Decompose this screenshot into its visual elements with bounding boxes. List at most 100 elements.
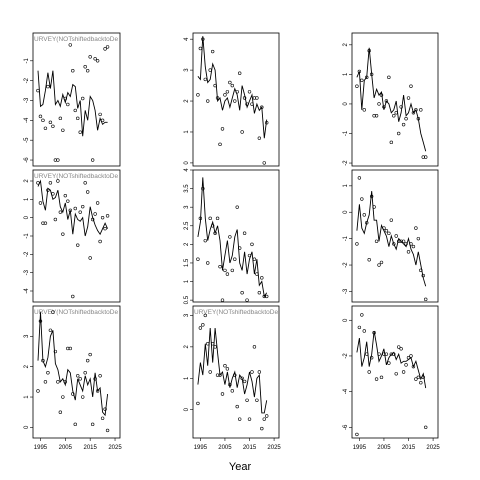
data-point (384, 229, 389, 233)
data-point (220, 392, 225, 396)
data-point (76, 243, 80, 247)
data-point (85, 69, 90, 73)
data-point (242, 231, 247, 235)
plot-frame (32, 305, 121, 439)
series-line (356, 191, 427, 287)
data-point (406, 250, 411, 254)
data-point (414, 226, 418, 230)
data-point (419, 108, 423, 112)
y-tick-label: -2 (24, 77, 30, 83)
data-point (416, 375, 421, 380)
y-tick-label: 1 (184, 130, 190, 134)
data-point (103, 226, 107, 231)
data-point (409, 354, 413, 358)
data-point (71, 69, 75, 73)
data-point (365, 75, 369, 80)
data-point (51, 192, 55, 196)
data-point (213, 231, 217, 235)
data-point (223, 268, 227, 273)
data-point (196, 257, 200, 261)
data-point (355, 84, 359, 88)
data-point (46, 188, 50, 192)
x-tick-label: 1995 (353, 445, 367, 451)
data-point (252, 96, 257, 100)
data-point (265, 414, 269, 418)
data-point (362, 329, 366, 333)
y-tick-label: 2 (24, 364, 30, 368)
data-point (377, 352, 381, 356)
data-point (255, 398, 259, 402)
y-tick-label: -4 (343, 388, 349, 394)
data-point (250, 102, 254, 106)
data-point (365, 221, 369, 225)
data-point (51, 124, 55, 128)
data-point (357, 176, 362, 180)
data-point (409, 84, 413, 88)
data-point (233, 257, 237, 261)
data-point (218, 373, 222, 377)
data-point (43, 380, 48, 384)
data-point (355, 432, 359, 437)
data-point (401, 122, 406, 127)
data-point (360, 313, 364, 317)
data-point (103, 407, 107, 411)
data-point (225, 367, 230, 371)
data-point (73, 206, 77, 211)
data-point (38, 319, 43, 323)
data-point (206, 261, 210, 265)
data-point (374, 377, 379, 381)
data-point (93, 57, 97, 61)
y-tick-label: 3 (184, 68, 190, 72)
data-point (48, 181, 53, 185)
plot-frame (32, 32, 121, 167)
plot-frame (192, 32, 280, 167)
y-tick-label: 3 (184, 205, 190, 209)
y-tick-label: 4 (184, 37, 190, 41)
data-point (424, 155, 428, 159)
panel-5: 0.5 1 1.5 2 2.5 3 3.5 4 (184, 168, 280, 304)
y-tick-label: 1 (343, 184, 349, 188)
data-point (250, 242, 254, 247)
data-point (242, 96, 247, 100)
data-point (262, 161, 266, 165)
data-point (98, 112, 102, 117)
x-tick-label: 1995 (34, 445, 48, 451)
data-point (41, 221, 45, 225)
data-point (78, 130, 82, 134)
data-point (247, 253, 252, 258)
data-point (66, 346, 70, 351)
data-point (78, 210, 82, 214)
data-point (105, 428, 110, 433)
data-point (85, 190, 90, 194)
data-point (100, 118, 105, 123)
data-point (382, 226, 386, 230)
y-tick-label: -3 (24, 269, 30, 275)
panel-8: URVEY(NOTshiftedbacktoDe 0 1 2 3 1995 2005 2015… (184, 305, 281, 451)
data-point (372, 331, 376, 335)
data-point (377, 102, 381, 106)
data-point (265, 294, 269, 299)
data-point (206, 99, 210, 103)
plot-frame (351, 169, 439, 303)
data-point (230, 268, 235, 273)
y-tick-label: -5 (24, 137, 30, 143)
data-point (51, 310, 55, 314)
y-tick-label: 1 (184, 279, 190, 283)
data-point (63, 96, 68, 101)
data-point (245, 102, 249, 106)
data-point (210, 342, 215, 346)
data-point (198, 46, 203, 51)
data-point (399, 105, 403, 109)
data-point (424, 425, 428, 429)
data-point (68, 208, 72, 213)
panel-9: -6 -4 -2 0 1995 2005 2015 2025 (343, 305, 440, 451)
data-point (95, 59, 100, 63)
data-point (213, 345, 217, 349)
data-point (61, 395, 65, 399)
data-point (379, 375, 384, 380)
data-point (61, 128, 65, 132)
data-point (203, 77, 207, 82)
data-point (424, 297, 428, 302)
x-tick-label: 2015 (402, 445, 416, 451)
data-point (100, 416, 105, 420)
